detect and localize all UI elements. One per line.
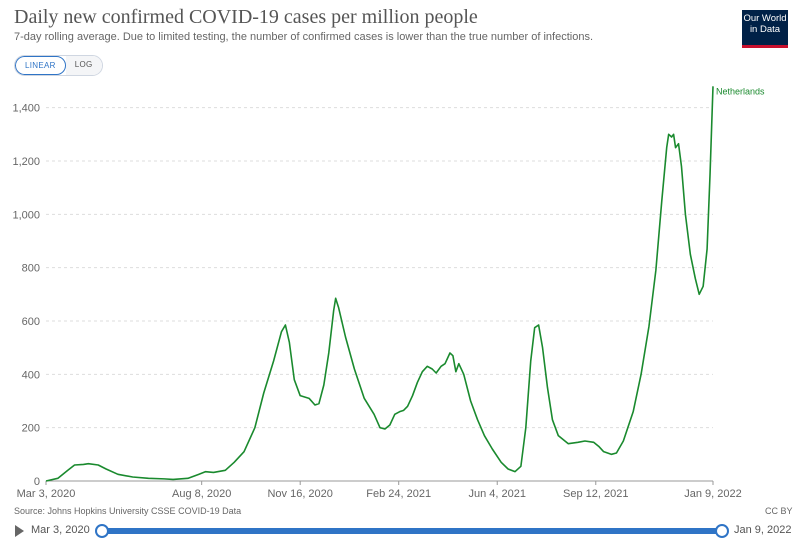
license-text[interactable]: CC BY [765, 506, 793, 516]
timeline: Mar 3, 2020 Jan 9, 2022 [0, 522, 800, 540]
y-tick-label: 800 [22, 263, 40, 275]
y-tick-label: 400 [22, 369, 40, 381]
timeline-start-handle[interactable] [95, 524, 109, 538]
y-tick-label: 1,000 [12, 209, 40, 221]
y-tick-label: 1,200 [12, 156, 40, 168]
y-tick-label: 1,400 [12, 103, 40, 115]
timeline-end-label: Jan 9, 2022 [734, 524, 792, 536]
x-tick-label: Feb 24, 2021 [366, 488, 431, 500]
chart-title: Daily new confirmed COVID-19 cases per m… [14, 6, 478, 28]
logo-text-line2: in Data [749, 24, 781, 35]
x-tick-label: Aug 8, 2020 [172, 488, 231, 500]
timeline-start-label: Mar 3, 2020 [31, 524, 90, 536]
owid-logo[interactable]: Our World in Data [742, 10, 788, 48]
timeline-track[interactable] [102, 528, 722, 534]
chart-subtitle: 7-day rolling average. Due to limited te… [14, 31, 594, 43]
x-tick-label: Jun 4, 2021 [468, 488, 526, 500]
linear-scale-button[interactable]: LINEAR [15, 56, 66, 75]
log-scale-button[interactable]: LOG [65, 56, 102, 75]
y-tick-label: 600 [22, 316, 40, 328]
x-tick-label: Mar 3, 2020 [17, 488, 76, 500]
source-text[interactable]: Source: Johns Hopkins University CSSE CO… [14, 506, 242, 516]
x-tick-label: Nov 16, 2020 [267, 488, 332, 500]
play-icon[interactable] [15, 525, 24, 537]
series-label-netherlands: Netherlands [716, 86, 765, 96]
series-line-netherlands [45, 86, 714, 482]
y-tick-label: 200 [22, 423, 40, 435]
logo-text-line1: Our World [743, 13, 787, 24]
scale-toggle: LINEAR LOG [14, 55, 103, 76]
x-tick-label: Jan 9, 2022 [684, 488, 742, 500]
timeline-end-handle[interactable] [715, 524, 729, 538]
x-tick-label: Sep 12, 2021 [563, 488, 628, 500]
y-tick-label: 0 [34, 476, 40, 488]
